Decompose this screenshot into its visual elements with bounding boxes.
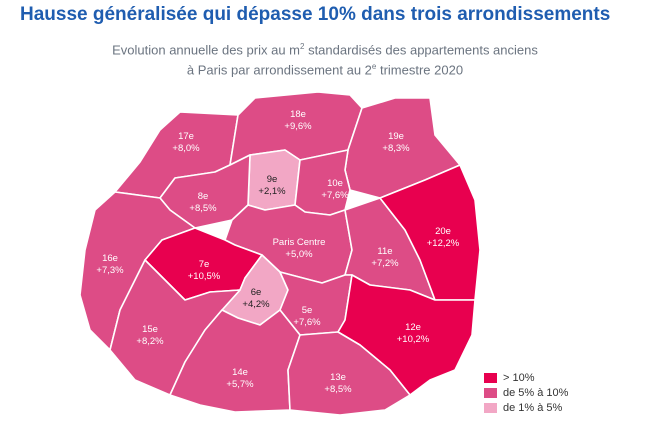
legend: > 10% de 5% à 10% de 1% à 5% — [484, 370, 568, 415]
svg-text:15e: 15e — [142, 324, 158, 335]
svg-text:19e: 19e — [388, 131, 404, 142]
svg-text:10e: 10e — [327, 178, 343, 189]
svg-text:+8,0%: +8,0% — [172, 143, 200, 154]
svg-text:+10,5%: +10,5% — [188, 271, 221, 282]
legend-swatch — [484, 372, 497, 383]
svg-text:+2,1%: +2,1% — [258, 186, 286, 197]
label-16e: 16e +7,3% — [96, 253, 124, 276]
svg-text:+9,6%: +9,6% — [284, 121, 312, 132]
svg-text:+5,0%: +5,0% — [285, 249, 313, 260]
label-12e: 12e +10,2% — [397, 322, 430, 345]
svg-text:11e: 11e — [377, 246, 392, 257]
label-14e: 14e +5,7% — [226, 367, 254, 390]
label-19e: 19e +8,3% — [382, 131, 410, 154]
svg-text:5e: 5e — [302, 305, 313, 316]
headline: Hausse généralisée qui dépasse 10% dans … — [20, 4, 611, 25]
svg-text:6e: 6e — [251, 287, 262, 298]
label-18e: 18e +9,6% — [284, 109, 312, 132]
legend-swatch — [484, 402, 497, 413]
svg-text:14e: 14e — [232, 367, 248, 378]
label-13e: 13e +8,5% — [324, 372, 352, 395]
svg-text:9e: 9e — [267, 174, 278, 185]
svg-text:+7,3%: +7,3% — [96, 265, 124, 276]
label-7e: 7e +10,5% — [188, 259, 221, 282]
legend-label: > 10% — [503, 371, 535, 384]
label-11e: 11e +7,2% — [371, 246, 399, 269]
svg-text:+8,5%: +8,5% — [189, 203, 217, 214]
label-9e: 9e +2,1% — [258, 174, 286, 197]
label-10e: 10e +7,6% — [321, 178, 349, 201]
svg-text:20e: 20e — [435, 226, 451, 237]
svg-text:+4,2%: +4,2% — [242, 299, 270, 310]
svg-text:+8,5%: +8,5% — [324, 384, 352, 395]
svg-text:16e: 16e — [102, 253, 118, 264]
label-17e: 17e +8,0% — [172, 131, 200, 154]
label-5e: 5e +7,6% — [293, 305, 321, 328]
subtitle-line-2: à Paris par arrondissement au 2e trimest… — [186, 62, 464, 78]
label-15e: 15e +8,2% — [136, 324, 164, 347]
legend-item-low: de 1% à 5% — [484, 400, 568, 415]
svg-text:13e: 13e — [330, 372, 346, 383]
district-shape — [287, 331, 411, 416]
svg-text:+12,2%: +12,2% — [427, 238, 460, 249]
svg-text:12e: 12e — [405, 322, 421, 333]
legend-item-mid: de 5% à 10% — [484, 385, 568, 400]
district-shape — [379, 164, 481, 301]
legend-swatch — [484, 387, 497, 398]
svg-text:8e: 8e — [198, 191, 209, 202]
label-6e: 6e +4,2% — [242, 287, 270, 310]
svg-text:17e: 17e — [178, 131, 194, 142]
subtitle-line-1: Evolution annuelle des prix au m2 standa… — [112, 42, 538, 58]
label-paris-centre: Paris Centre +5,0% — [273, 237, 326, 260]
svg-text:+7,2%: +7,2% — [371, 258, 399, 269]
svg-text:+5,7%: +5,7% — [226, 379, 254, 390]
label-8e: 8e +8,5% — [189, 191, 217, 214]
svg-text:+8,3%: +8,3% — [382, 143, 410, 154]
legend-label: de 5% à 10% — [503, 386, 569, 399]
subtitle: Evolution annuelle des prix au m2 standa… — [0, 38, 650, 79]
legend-item-high: > 10% — [484, 370, 568, 385]
svg-text:18e: 18e — [290, 109, 306, 120]
svg-text:+8,2%: +8,2% — [136, 336, 164, 347]
label-20e: 20e +12,2% — [427, 226, 460, 249]
svg-text:Paris Centre: Paris Centre — [273, 237, 326, 248]
legend-label: de 1% à 5% — [503, 401, 563, 414]
svg-text:+7,6%: +7,6% — [321, 190, 349, 201]
svg-text:+7,6%: +7,6% — [293, 317, 321, 328]
svg-text:+10,2%: +10,2% — [397, 334, 430, 345]
svg-text:7e: 7e — [199, 259, 210, 270]
